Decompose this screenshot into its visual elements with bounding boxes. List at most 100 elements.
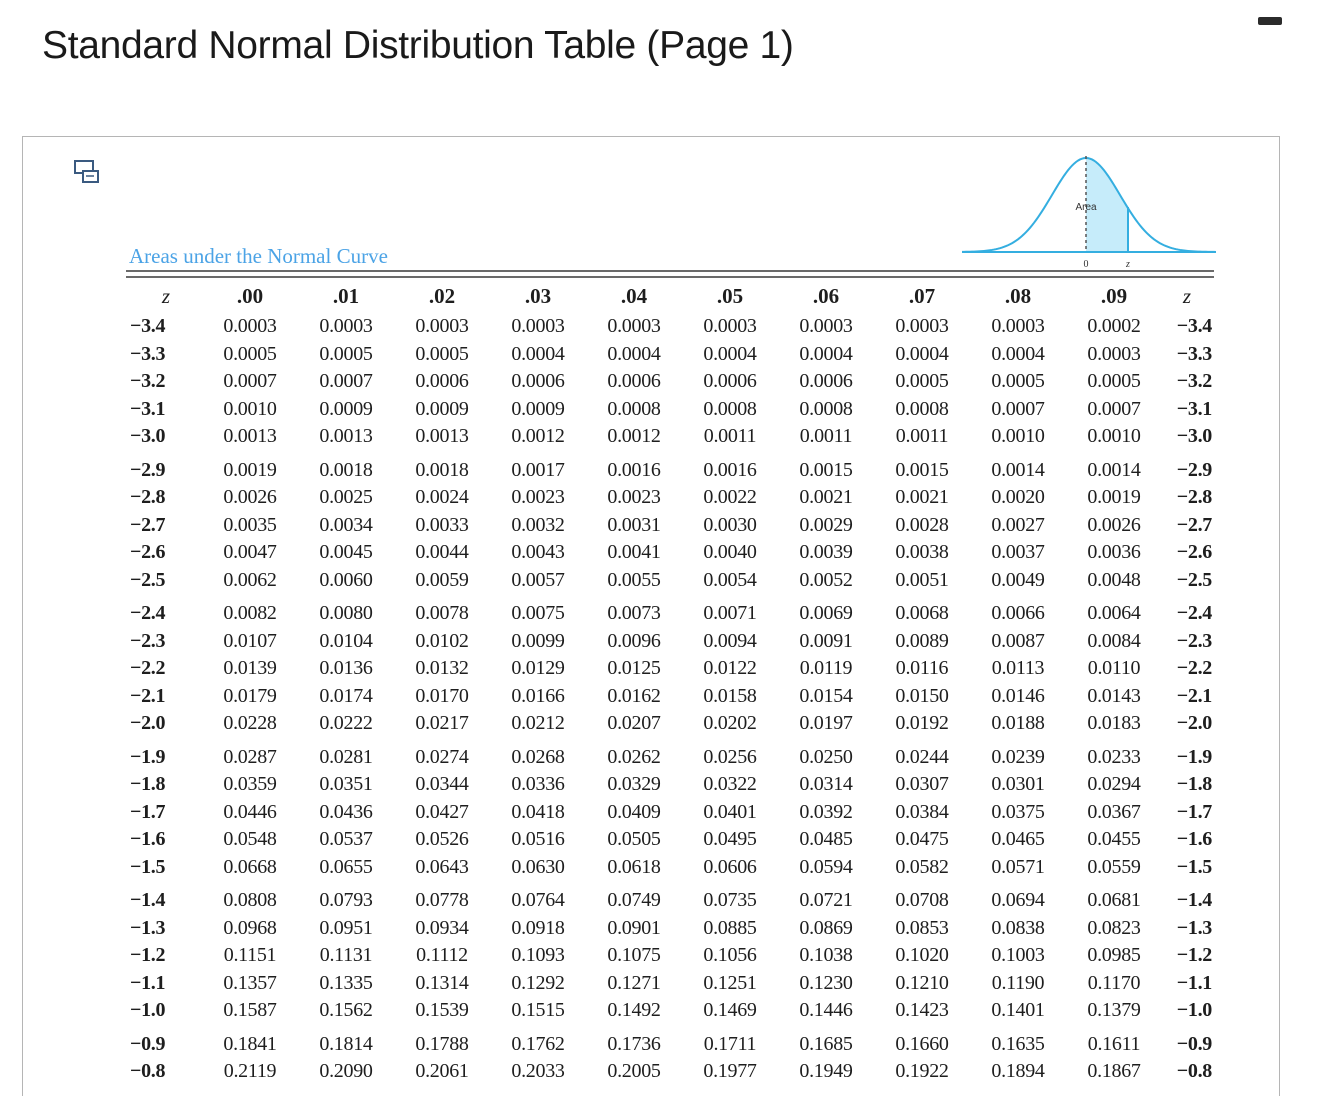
row-z-label: −2.0 xyxy=(130,712,166,735)
table-cell: 0.1977 xyxy=(703,1060,757,1083)
table-cell: 0.2090 xyxy=(319,1060,373,1083)
table-cell: 0.1762 xyxy=(511,1032,565,1055)
table-cell: 0.0082 xyxy=(223,602,277,625)
table-cell: 0.0526 xyxy=(415,828,469,851)
header-z-left: z xyxy=(161,283,171,308)
table-cell: 0.0250 xyxy=(799,745,853,768)
header-col: .08 xyxy=(1004,283,1032,308)
table-top-rule-2 xyxy=(126,276,1214,278)
table-cell: 0.0119 xyxy=(799,657,853,680)
table-cell: 0.0036 xyxy=(1087,541,1141,564)
table-cell: 0.0087 xyxy=(991,629,1045,652)
table-cell: 0.0054 xyxy=(703,568,757,591)
table-cell: 0.0918 xyxy=(511,916,565,939)
table-cell: 0.1131 xyxy=(319,944,373,967)
table-cell: 0.0023 xyxy=(607,486,661,509)
table-cell: 0.0006 xyxy=(607,370,661,393)
table-cell: 0.0392 xyxy=(799,800,853,823)
table-cell: 0.0047 xyxy=(223,541,277,564)
row-z-label-right: −2.9 xyxy=(1176,458,1213,481)
expand-icon[interactable] xyxy=(74,160,100,184)
table-cell: 0.0007 xyxy=(1087,397,1141,420)
table-cell: 0.0075 xyxy=(511,602,565,625)
table-cell: 0.1190 xyxy=(991,971,1045,994)
table-cell: 0.0475 xyxy=(895,828,949,851)
table-cell: 0.0179 xyxy=(223,684,277,707)
header-col: .00 xyxy=(236,283,264,308)
table-cell: 0.1271 xyxy=(607,971,661,994)
table-cell: 0.0019 xyxy=(223,458,277,481)
table-cell: 0.0028 xyxy=(895,513,949,536)
row-z-label-right: −2.1 xyxy=(1176,684,1213,707)
table-cell: 0.1056 xyxy=(703,944,757,967)
row-z-label-right: −3.4 xyxy=(1176,315,1213,338)
table-cell: 0.0018 xyxy=(415,458,469,481)
table-cell: 0.0018 xyxy=(319,458,373,481)
table-row: −1.4 0.0808 0.0793 0.0778 0.0764 0.0749 0.0735… xyxy=(126,887,1214,915)
table-cell: 0.0057 xyxy=(511,568,565,591)
row-group: −3.4 0.0003 0.0003 0.0003 0.0003 0.0003 0.0003… xyxy=(126,313,1214,451)
row-group: −2.9 0.0019 0.0018 0.0018 0.0017 0.0016 0.0016… xyxy=(126,457,1214,595)
table-cell: 0.0040 xyxy=(703,541,757,564)
table-cell: 0.0062 xyxy=(223,568,277,591)
row-z-label: −1.9 xyxy=(130,745,166,768)
table-cell: 0.1003 xyxy=(991,944,1045,967)
table-cell: 0.1020 xyxy=(895,944,949,967)
table-cell: 0.1446 xyxy=(799,999,853,1022)
header-col: .03 xyxy=(524,283,552,308)
table-cell: 0.0003 xyxy=(895,315,949,338)
table-row: −2.5 0.0062 0.0060 0.0059 0.0057 0.0055 0.0054… xyxy=(126,567,1214,595)
row-z-label: −1.4 xyxy=(130,889,166,912)
table-cell: 0.0003 xyxy=(799,315,853,338)
header-col: .07 xyxy=(908,283,936,308)
table-cell: 0.0212 xyxy=(511,712,565,735)
table-cell: 0.0136 xyxy=(319,657,373,680)
table-cell: 0.0329 xyxy=(607,773,661,796)
table-row: −2.2 0.0139 0.0136 0.0132 0.0129 0.0125 0.0122… xyxy=(126,655,1214,683)
table-cell: 0.0016 xyxy=(703,458,757,481)
minimize-button[interactable] xyxy=(1258,17,1282,25)
table-cell: 0.0150 xyxy=(895,684,949,707)
table-cell: 0.0019 xyxy=(1087,486,1141,509)
row-z-label: −1.0 xyxy=(130,999,166,1022)
table-cell: 0.0322 xyxy=(703,773,757,796)
table-cell: 0.0016 xyxy=(607,458,661,481)
table-cell: 0.0055 xyxy=(607,568,661,591)
table-cell: 0.0655 xyxy=(319,855,373,878)
table-cell: 0.0099 xyxy=(511,629,565,652)
table-cell: 0.0014 xyxy=(991,458,1045,481)
row-z-label-right: −2.3 xyxy=(1176,629,1213,652)
table-cell: 0.0446 xyxy=(223,800,277,823)
table-cell: 0.0207 xyxy=(607,712,661,735)
table-cell: 0.0015 xyxy=(799,458,853,481)
normal-curve-diagram: Area 0 z xyxy=(962,156,1216,270)
table-cell: 0.0029 xyxy=(799,513,853,536)
row-z-label: −2.9 xyxy=(130,458,166,481)
table-cell: 0.0008 xyxy=(607,397,661,420)
row-group: −2.4 0.0082 0.0080 0.0078 0.0075 0.0073 0.0071… xyxy=(126,600,1214,738)
table-cell: 0.0735 xyxy=(703,889,757,912)
row-z-label: −2.3 xyxy=(130,629,166,652)
table-cell: 0.1335 xyxy=(319,971,373,994)
curve-line xyxy=(962,156,1216,253)
table-cell: 0.0051 xyxy=(895,568,949,591)
table-cell: 0.0197 xyxy=(799,712,853,735)
row-z-label-right: −2.7 xyxy=(1176,513,1213,536)
row-z-label-right: −2.5 xyxy=(1176,568,1213,591)
table-cell: 0.0010 xyxy=(991,425,1045,448)
table-caption: Areas under the Normal Curve xyxy=(129,244,388,268)
table-cell: 0.0274 xyxy=(415,745,469,768)
row-z-label: −1.8 xyxy=(130,773,166,796)
row-z-label: −1.2 xyxy=(130,944,166,967)
table-row: −1.1 0.1357 0.1335 0.1314 0.1292 0.1271 0.1251… xyxy=(126,970,1214,998)
table-cell: 0.0537 xyxy=(319,828,373,851)
table-cell: 0.2005 xyxy=(607,1060,661,1083)
table-cell: 0.0038 xyxy=(895,541,949,564)
table-cell: 0.0034 xyxy=(319,513,373,536)
table-row: −2.8 0.0026 0.0025 0.0024 0.0023 0.0023 0.0022… xyxy=(126,484,1214,512)
table-cell: 0.0823 xyxy=(1087,916,1141,939)
table-cell: 0.1379 xyxy=(1087,999,1141,1022)
table-cell: 0.0170 xyxy=(415,684,469,707)
table-cell: 0.1075 xyxy=(607,944,661,967)
table-cell: 0.0041 xyxy=(607,541,661,564)
